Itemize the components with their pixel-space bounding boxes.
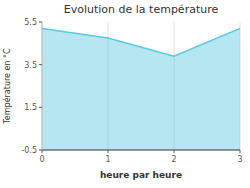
x-tick-label: 1 [105,155,110,164]
grid-line [42,22,43,150]
x-axis [42,150,240,151]
y-tick-label: 1.5 [24,103,37,112]
chart: Evolution de la température 0 1 2 3 -0.5 1.5 3.… [0,0,250,188]
y-tick-label: 5.5 [24,18,37,27]
title: Evolution de la température [64,3,219,16]
y-tick [39,64,42,65]
x-tick-label: 3 [237,155,242,164]
x-tick-label: 2 [171,155,176,164]
y-tick-label: -0.5 [21,146,37,155]
y-tick [39,22,42,23]
y-axis-label: Température en °C [2,48,12,125]
area [42,28,240,150]
x-axis-label: heure par heure [100,170,182,180]
y-tick [39,150,42,151]
x-tick-label: 0 [39,155,44,164]
line [42,28,240,56]
plot-area [42,28,240,150]
x-tick [240,150,241,153]
y-axis [42,22,43,150]
y-tick-label: 3.5 [24,61,37,70]
y-tick [39,107,42,108]
x-tick [108,150,109,153]
x-tick [174,150,175,153]
